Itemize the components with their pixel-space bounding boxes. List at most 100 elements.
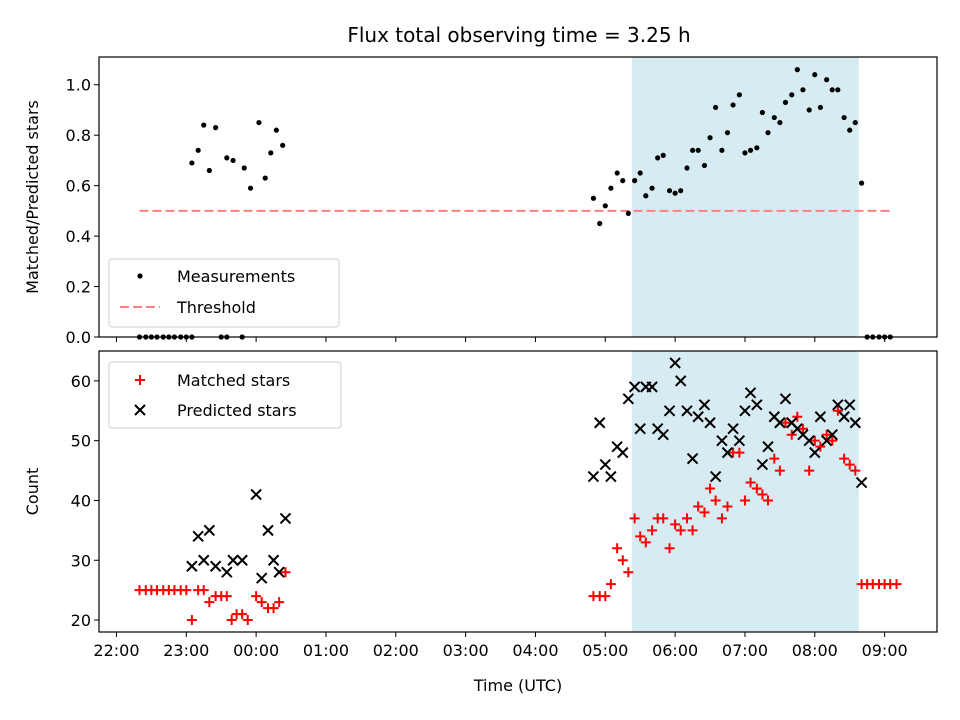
predicted-star-point [692,411,704,423]
measurement-point [852,119,858,126]
matched-star-point [237,609,248,620]
legend-threshold-label: Threshold [176,298,256,317]
matched-star-point [181,585,192,596]
matched-star-point [850,465,861,476]
matched-star-point [786,429,797,440]
matched-star-point [623,567,634,578]
matched-star-point [612,543,623,554]
matched-star-point [809,435,820,446]
predicted-star-point [221,566,233,578]
predicted-star-point [617,446,629,459]
measurement-point [858,180,865,186]
predicted-star-point [709,470,722,483]
measurement-point [771,114,777,121]
x-tick-label: 04:00 [512,641,558,660]
measurement-point [841,114,847,121]
measurement-point [817,104,823,111]
x-tick-label: 08:00 [792,641,838,660]
measurement-point [206,167,212,174]
matched-star-point [693,501,704,512]
predicted-star-point [657,428,669,441]
measurement-point [765,130,771,136]
y-tick-label: 20 [71,611,91,630]
predicted-star-point [198,554,210,566]
measurement-point [230,157,236,164]
measurement-point [713,104,719,111]
measurement-point [806,107,812,113]
measurement-point [829,87,835,93]
measurement-point [608,185,614,191]
x-tick-label: 22:00 [93,641,139,660]
x-tick-label: 02:00 [373,641,419,660]
predicted-star-point [838,411,850,423]
matched-star-point [647,525,658,536]
observing-window-shade [631,351,859,632]
measurement-point [707,135,713,141]
measurement-point [256,119,262,126]
predicted-star-point [751,399,763,411]
count-y-axis-label: Count [23,468,42,516]
legend-box [108,258,340,328]
y-tick-label: 50 [71,432,91,451]
x-tick-label: 07:00 [722,641,768,660]
legend-measurements-marker [137,273,143,279]
y-tick-label: 0.8 [66,126,91,145]
ratio-panel: 0.0 0.2 0.4 0.6 0.8 1.0 Matched/Predicted sta… [23,56,938,347]
measurement-point [649,185,655,191]
predicted-star-point [599,458,611,471]
predicted-star-point [704,417,716,429]
matched-star-point [797,423,808,434]
matched-star-point [670,519,681,530]
matched-star-point [204,597,215,608]
predicted-star-point [587,470,600,483]
measurement-point [189,160,195,166]
measurement-point [736,92,742,98]
predicted-star-point [605,470,617,483]
predicted-star-point [832,399,844,411]
count-legend: Matched stars Predicted stars [108,361,342,429]
predicted-star-point [262,524,274,537]
predicted-star-point [733,434,746,447]
measurement-point [666,188,673,194]
matched-star-point [891,579,902,590]
legend-measurements-label: Measurements [177,267,295,286]
predicted-star-point [826,428,838,441]
measurement-point [724,130,731,136]
matched-star-point [640,537,651,548]
predicted-star-point [849,417,862,429]
predicted-star-point [756,458,769,471]
matched-star-point [268,603,279,614]
matched-star-point [705,483,716,494]
matched-star-point [734,447,745,458]
measurement-point [847,127,853,133]
y-tick-label: 30 [71,551,91,570]
measurement-point [800,87,806,93]
measurement-point [719,147,725,153]
matched-star-point [832,405,843,416]
predicted-star-point [809,446,821,459]
chart-title: Flux total observing time = 3.25 h [347,23,690,47]
measurement-point [625,210,631,216]
observing-window-shade [631,57,859,337]
predicted-star-point [814,411,827,423]
matched-star-point [221,591,232,602]
matched-star-point [722,501,733,512]
y-tick-label: 40 [71,491,91,510]
measurement-point [684,165,690,171]
y-tick-label: 60 [71,372,91,391]
predicted-star-point [209,560,222,572]
measurement-point [672,190,678,196]
measurement-point [789,92,795,98]
matched-star-point [280,567,291,578]
predicted-star-point [844,399,856,411]
x-tick-label: 03:00 [443,641,489,660]
matched-star-point [804,465,815,476]
matched-star-point [739,495,750,506]
matched-star-point [821,429,832,440]
predicted-star-point [192,530,204,543]
predicted-star-point [663,405,676,417]
matched-star-point [769,453,780,464]
legend-matched-marker [135,375,145,385]
matched-star-point [664,543,675,554]
matched-star-point [242,615,253,626]
